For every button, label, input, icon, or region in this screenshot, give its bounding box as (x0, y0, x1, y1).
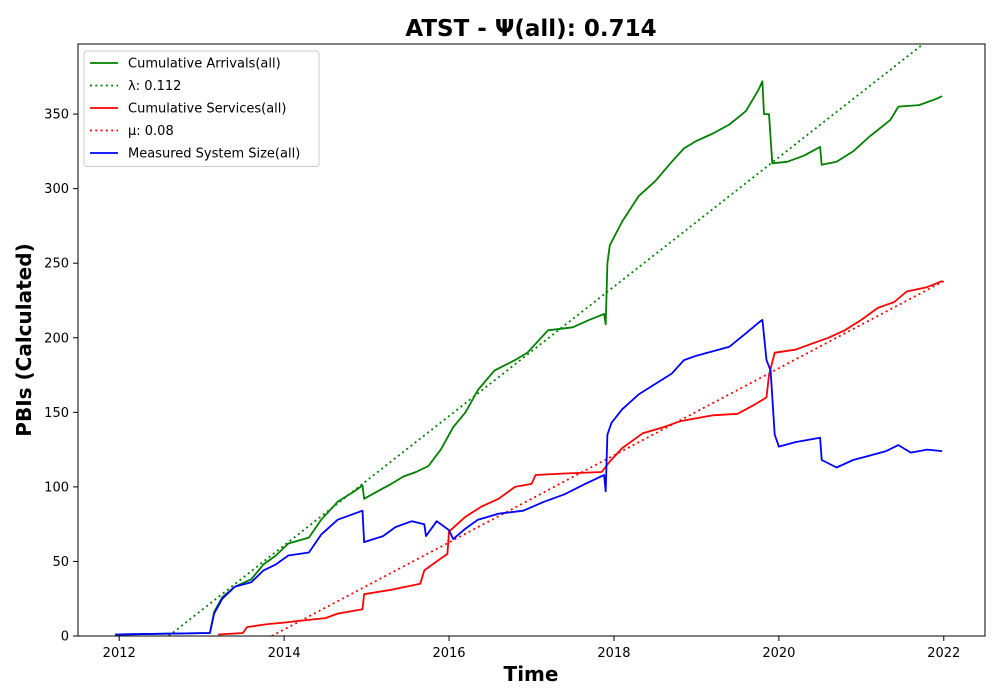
y-axis-title: PBIs (Calculated) (12, 243, 36, 436)
legend: Cumulative Arrivals(all) λ: 0.112 Cumulati… (84, 51, 319, 167)
y-tick-label: 150 (44, 406, 69, 421)
y-tick-label: 0 (61, 630, 69, 645)
y-tick-label: 200 (44, 331, 69, 346)
legend-label: λ: 0.112 (128, 79, 181, 94)
y-tick-label: 100 (44, 480, 69, 495)
x-tick-label: 2014 (268, 646, 301, 661)
x-tick-label: 2012 (103, 646, 136, 661)
y-tick-label: 50 (52, 555, 69, 570)
x-tick-label: 2022 (927, 646, 960, 661)
x-tick-label: 2020 (762, 646, 795, 661)
legend-label: μ: 0.08 (128, 124, 174, 139)
y-tick-label: 350 (44, 108, 69, 123)
legend-label: Measured System Size(all) (128, 147, 300, 162)
y-tick-label: 300 (44, 182, 69, 197)
x-tick-label: 2016 (432, 646, 465, 661)
legend-label: Cumulative Services(all) (128, 102, 286, 117)
chart-title: ATST - Ψ(all): 0.714 (405, 16, 656, 42)
legend-label: Cumulative Arrivals(all) (128, 57, 281, 72)
x-tick-label: 2018 (597, 646, 630, 661)
y-tick-label: 250 (44, 257, 69, 272)
x-axis-title: Time (504, 662, 559, 686)
